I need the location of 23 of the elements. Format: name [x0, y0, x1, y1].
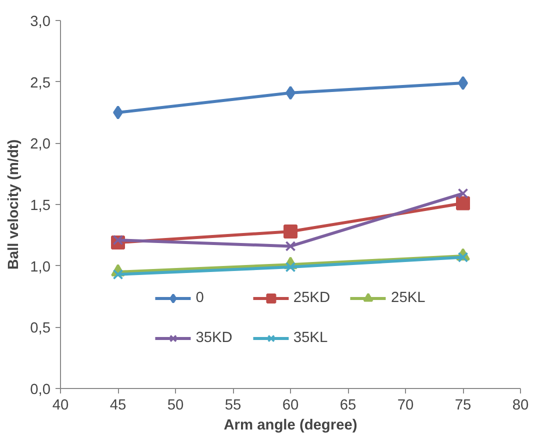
y-tick-label: 2,5: [30, 75, 50, 92]
y-tick-label: 0,5: [30, 320, 50, 337]
legend-label: 35KL: [293, 330, 328, 346]
legend-label: 25KD: [293, 290, 330, 306]
y-tick-label: 0,0: [30, 382, 50, 398]
y-tick-label: 3,0: [30, 14, 50, 30]
y-tick-label: 2,0: [30, 136, 50, 153]
x-tick-label: 70: [397, 398, 414, 414]
x-tick-label: 60: [282, 398, 299, 414]
legend-label: 35KD: [196, 330, 232, 346]
x-tick-label: 80: [512, 398, 529, 414]
x-tick-label: 75: [454, 398, 472, 414]
x-tick-label: 65: [340, 398, 356, 414]
x-tick-label: 55: [224, 398, 242, 414]
x-axis-title: Arm angle (degree): [224, 418, 358, 434]
x-tick-label: 50: [167, 398, 184, 414]
y-axis-title: Ball velocity (m/dt): [6, 139, 22, 270]
y-tick-label: 1,0: [30, 259, 50, 276]
x-tick-label: 45: [110, 398, 126, 414]
y-tick-label: 1,5: [30, 198, 50, 214]
x-tick-label: 40: [52, 398, 69, 414]
legend-label: 25KL: [391, 290, 426, 306]
legend-label: 0: [196, 290, 205, 306]
